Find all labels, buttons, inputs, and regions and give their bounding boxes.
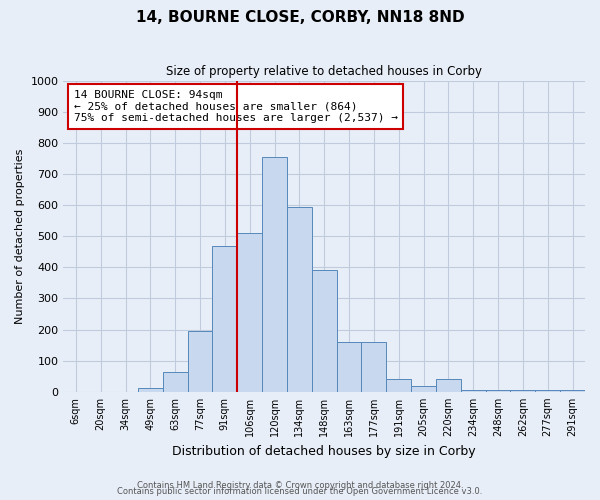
Bar bbox=[535, 390, 560, 392]
Bar bbox=[237, 233, 262, 392]
Bar bbox=[212, 246, 237, 392]
Bar bbox=[188, 331, 212, 392]
Title: Size of property relative to detached houses in Corby: Size of property relative to detached ho… bbox=[166, 65, 482, 78]
Bar bbox=[138, 388, 163, 392]
Bar bbox=[287, 206, 312, 392]
Bar bbox=[163, 372, 188, 392]
Text: Contains public sector information licensed under the Open Government Licence v3: Contains public sector information licen… bbox=[118, 487, 482, 496]
Bar bbox=[436, 380, 461, 392]
Bar bbox=[386, 380, 411, 392]
Bar bbox=[461, 390, 485, 392]
Y-axis label: Number of detached properties: Number of detached properties bbox=[15, 148, 25, 324]
Bar bbox=[312, 270, 337, 392]
Text: 14, BOURNE CLOSE, CORBY, NN18 8ND: 14, BOURNE CLOSE, CORBY, NN18 8ND bbox=[136, 10, 464, 25]
Bar bbox=[361, 342, 386, 392]
X-axis label: Distribution of detached houses by size in Corby: Distribution of detached houses by size … bbox=[172, 444, 476, 458]
Bar bbox=[485, 390, 511, 392]
Bar bbox=[560, 390, 585, 392]
Bar bbox=[511, 390, 535, 392]
Text: 14 BOURNE CLOSE: 94sqm
← 25% of detached houses are smaller (864)
75% of semi-de: 14 BOURNE CLOSE: 94sqm ← 25% of detached… bbox=[74, 90, 398, 123]
Bar bbox=[262, 157, 287, 392]
Text: Contains HM Land Registry data © Crown copyright and database right 2024.: Contains HM Land Registry data © Crown c… bbox=[137, 481, 463, 490]
Bar bbox=[337, 342, 361, 392]
Bar bbox=[411, 386, 436, 392]
